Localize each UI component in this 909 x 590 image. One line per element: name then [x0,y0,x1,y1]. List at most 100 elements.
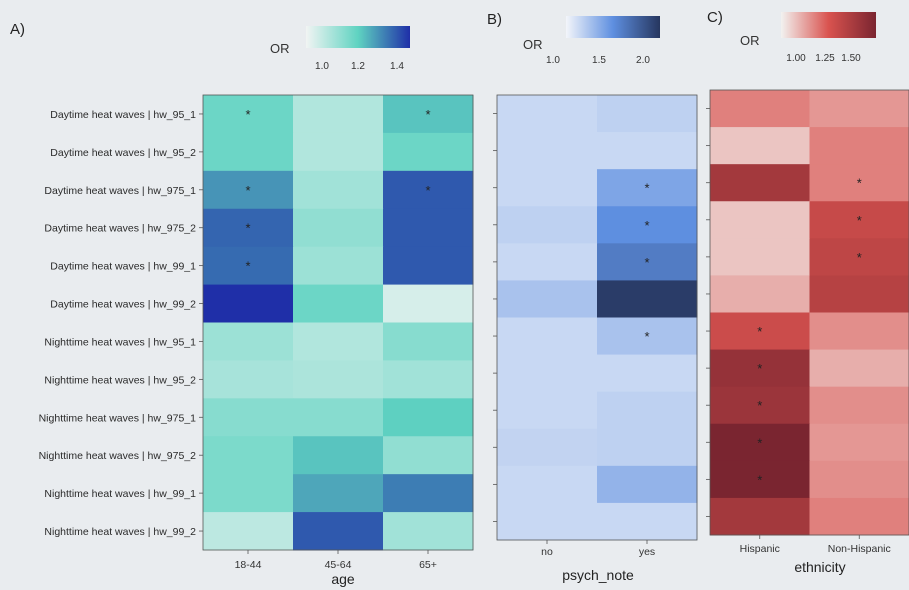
row-label: Nighttime heat waves | hw_95_1 [44,336,196,348]
heatmap-cell [809,90,909,128]
significance-star: * [425,183,430,198]
heatmap-cell [383,436,474,475]
category-label: no [541,546,553,558]
heatmap-cell [383,132,474,172]
heatmap-cell [497,354,598,393]
heatmap-cell [497,95,598,133]
row-label: Daytime heat waves | hw_99_2 [50,299,196,311]
heatmap-cell [383,208,474,248]
significance-star: * [857,250,862,265]
row-label: Daytime heat waves | hw_975_1 [44,185,196,197]
heatmap-cell [809,164,909,202]
heatmap-cell [383,284,474,323]
heatmap-cell [597,502,698,541]
heatmap-cell [597,169,698,207]
heatmap-cell [497,243,598,281]
x-axis-title: psych_note [562,567,634,583]
heatmap-frame [496,94,698,541]
heatmap-cell [203,360,294,399]
heatmap-cell [597,354,698,393]
significance-star: * [757,472,762,487]
heatmap-cell [203,398,294,437]
significance-star: * [644,218,649,233]
significance-star: * [425,107,430,122]
heatmap-cell [497,132,598,170]
heatmap-cell [597,132,698,170]
row-label: Nighttime heat waves | hw_975_2 [39,450,197,462]
significance-star: * [245,221,250,236]
legend-tick-label: 1.50 [841,53,861,64]
heatmap-cell [383,170,474,210]
legend-title: OR [523,37,543,52]
heatmap-cell [809,275,909,313]
heatmap-cell [383,360,474,399]
significance-star: * [757,435,762,450]
heatmap-cell [497,206,598,244]
heatmap-cell [597,243,698,281]
heatmap-cell [809,127,909,165]
heatmap-cell [710,127,810,165]
heatmap-cell [203,436,294,475]
x-axis-title: age [331,571,355,587]
significance-star: * [757,361,762,376]
heatmap-cell [203,246,294,286]
legend-tick-label: 1.0 [315,61,329,72]
category-label: 18-44 [235,559,262,571]
panel-label: B) [487,11,502,28]
significance-star: * [857,213,862,228]
legend-colorbar [781,12,876,38]
heatmap-cell [497,317,598,356]
heatmap-cell [710,497,810,536]
heatmap-cell [597,428,698,467]
legend-tick-label: 2.0 [636,55,650,66]
heatmap-cell [293,208,384,248]
heatmap-cell [710,460,810,499]
heatmap-cell [597,391,698,430]
heatmap-cell [293,95,384,134]
significance-star: * [644,329,649,344]
heatmap-cell [293,474,384,513]
heatmap-cell [809,312,909,351]
heatmap-cell [710,312,810,351]
heatmap-cell [383,512,474,551]
heatmap-cell [383,398,474,437]
heatmap-cell [497,391,598,430]
legend-tick-label: 1.25 [815,53,835,64]
legend-colorbar [306,26,410,48]
heatmap-cell [203,322,294,361]
x-axis-title: ethnicity [794,559,845,575]
heatmap-cell [383,474,474,513]
significance-star: * [644,255,649,270]
significance-star: * [857,176,862,191]
heatmap-cell [497,428,598,467]
heatmap-cell [497,280,598,318]
heatmap-cell [203,132,294,172]
category-label: Non-Hispanic [828,543,891,555]
heatmap-cell [809,497,909,536]
heatmap-cell [597,465,698,504]
significance-star: * [757,398,762,413]
row-label: Nighttime heat waves | hw_975_1 [39,412,197,424]
row-label: Daytime heat waves | hw_95_2 [50,147,196,159]
heatmap-cell [710,164,810,202]
heatmap-cell [293,398,384,437]
row-label: Daytime heat waves | hw_95_1 [50,109,196,121]
heatmap-cell [710,201,810,239]
legend-title: OR [270,41,290,56]
heatmap-cell [809,238,909,276]
heatmap-cell [710,423,810,462]
heatmap-cell [383,246,474,286]
legend-tick-label: 1.5 [592,55,606,66]
heatmap-cell [497,502,598,541]
heatmap-cell [293,170,384,210]
heatmap-cell [203,170,294,210]
heatmap-cell [809,349,909,388]
heatmap-cell [293,512,384,551]
heatmap-cell [710,90,810,128]
panel-b-heatmap: B) OR1.0 1.5 2.0 * * * * no yes psych_note [487,11,698,583]
heatmap-cell [203,208,294,248]
heatmap-cell [710,349,810,388]
heatmap-cell [710,275,810,313]
heatmap-cell [203,284,294,323]
